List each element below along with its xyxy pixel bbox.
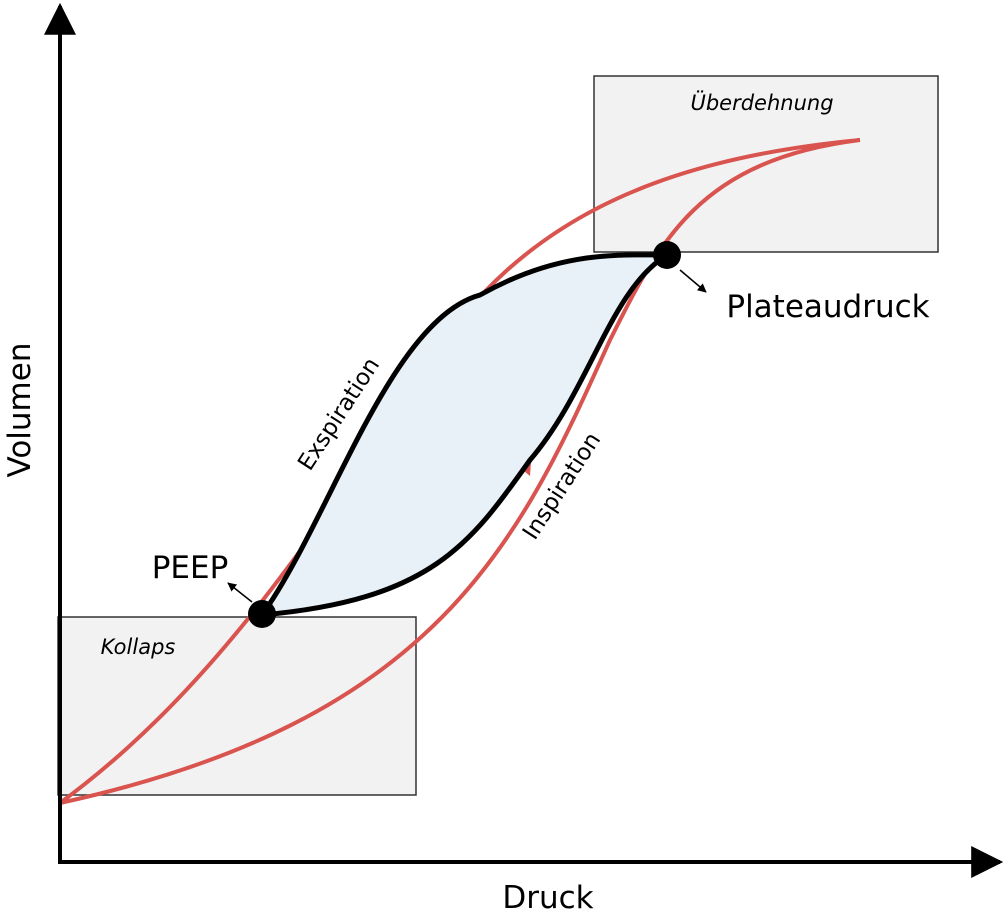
region-label: Überdehnung: [690, 90, 833, 115]
point-marker: [653, 241, 681, 269]
pointer: [227, 582, 253, 603]
y-axis-label: Volumen: [2, 343, 38, 478]
point-label: Plateaudruck: [726, 289, 929, 325]
pointer: [679, 269, 707, 293]
point-marker: [248, 600, 276, 628]
point-label: PEEP: [152, 550, 229, 586]
region-label: Kollaps: [101, 635, 176, 659]
x-axis-label: Druck: [502, 880, 593, 913]
region-box: [57, 616, 417, 796]
